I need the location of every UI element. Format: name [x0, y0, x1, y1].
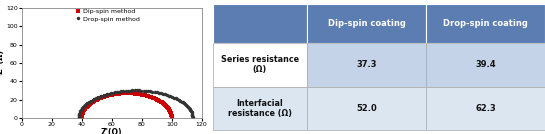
Bar: [213, 87, 307, 130]
Drop-spin method: [100, 95, 106, 96]
Y-axis label: -Z''(Ω): -Z''(Ω): [0, 49, 4, 77]
Dip-spin method: [107, 94, 113, 96]
Text: 52.0: 52.0: [356, 104, 377, 113]
Bar: [426, 4, 545, 43]
Line: Drop-spin method: Drop-spin method: [77, 89, 195, 120]
Drop-spin method: [190, 117, 196, 119]
Bar: [426, 87, 545, 130]
Bar: [426, 43, 545, 87]
Bar: [213, 43, 307, 87]
Dip-spin method: [81, 109, 87, 111]
Dip-spin method: [98, 97, 104, 98]
Text: 39.4: 39.4: [475, 60, 496, 69]
Bar: [307, 87, 426, 130]
Dip-spin method: [168, 117, 175, 119]
Text: Interfacial
resistance (Ω): Interfacial resistance (Ω): [228, 98, 292, 118]
Line: Dip-spin method: Dip-spin method: [80, 92, 173, 120]
Legend: Dip-spin method, Drop-spin method: Dip-spin method, Drop-spin method: [75, 9, 140, 22]
Text: Dip-spin coating: Dip-spin coating: [328, 19, 405, 28]
Dip-spin method: [78, 117, 85, 119]
Bar: [307, 43, 426, 87]
Dip-spin method: [102, 95, 108, 97]
Text: 62.3: 62.3: [475, 104, 496, 113]
Drop-spin method: [134, 90, 140, 91]
Drop-spin method: [78, 109, 85, 110]
Drop-spin method: [111, 92, 118, 93]
Text: Drop-spin coating: Drop-spin coating: [443, 19, 528, 28]
Drop-spin method: [143, 90, 149, 92]
Dip-spin method: [131, 93, 138, 94]
Drop-spin method: [75, 117, 82, 119]
Dip-spin method: [124, 92, 131, 94]
Drop-spin method: [113, 91, 120, 93]
Text: Series resistance
(Ω): Series resistance (Ω): [221, 55, 299, 75]
X-axis label: Z'(Ω): Z'(Ω): [101, 129, 123, 134]
Drop-spin method: [105, 93, 112, 95]
Bar: [213, 4, 307, 43]
Text: 37.3: 37.3: [356, 60, 377, 69]
Bar: [307, 4, 426, 43]
Dip-spin method: [108, 94, 115, 95]
